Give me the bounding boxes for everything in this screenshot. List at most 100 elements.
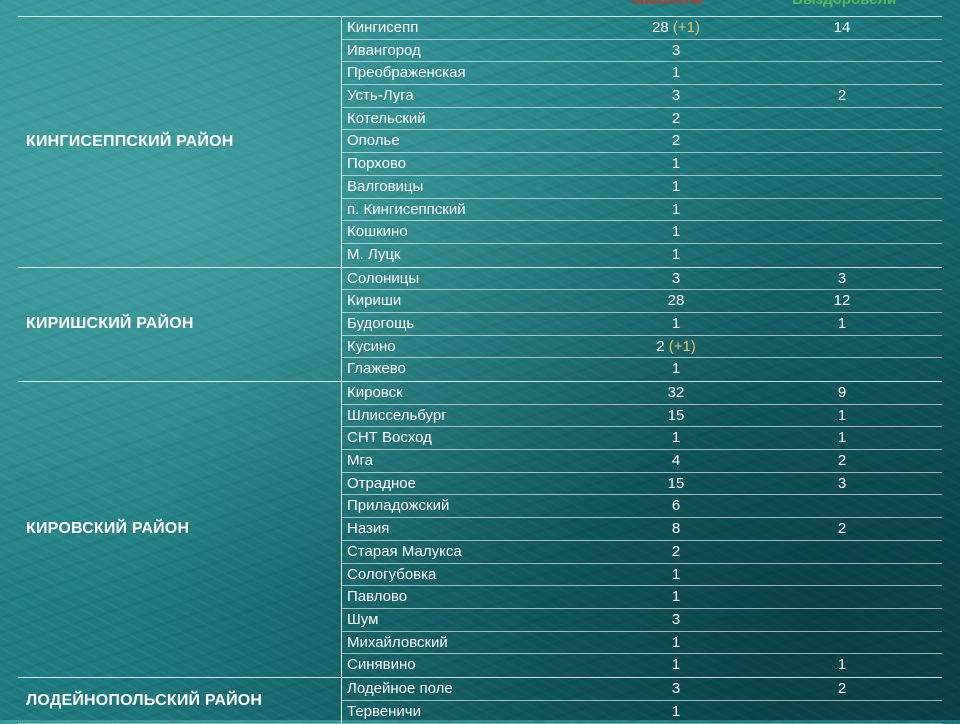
- sick-count: 1: [671, 702, 681, 720]
- table-row: Глажево 1: [342, 358, 942, 381]
- place-name: Приладожский: [347, 497, 450, 515]
- sick-count-cell: 3: [607, 268, 742, 290]
- table-row: Валговицы 1: [342, 176, 942, 199]
- recovered-count: [742, 564, 942, 586]
- recovered-count: [742, 130, 942, 152]
- sick-count-cell: 2: [607, 108, 742, 130]
- place-name: Кингисепп: [347, 19, 419, 36]
- sick-count: 28: [652, 19, 669, 36]
- table-row: Будогощь 1 1: [342, 313, 942, 336]
- recovered-count: 14: [833, 19, 851, 36]
- sick-count-cell: 1: [607, 221, 742, 243]
- recovered-count: 12: [833, 292, 851, 310]
- covid-cases-table: КИНГИСЕППСКИЙ РАЙОН Кингисепп 28 (+1) 14 Ива…: [18, 16, 942, 724]
- district-name: КИНГИСЕППСКИЙ РАЙОН: [26, 132, 234, 150]
- table-row: Усть-Луга 3 2: [342, 85, 942, 108]
- place-name: СНТ Восход: [347, 429, 432, 447]
- table-row: Кингисепп 28 (+1) 14: [342, 17, 942, 40]
- sick-count: 1: [671, 633, 681, 651]
- table-row: Кировск 32 9: [342, 382, 942, 405]
- recovered-count: 2: [837, 679, 847, 697]
- sick-count: 1: [671, 64, 681, 82]
- place-name: Котельский: [347, 109, 426, 127]
- table-row: М. Луцк 1: [342, 244, 942, 267]
- place-name: Синявино: [347, 656, 416, 674]
- table-row: Котельский 2: [342, 108, 942, 131]
- recovered-count: [742, 108, 942, 130]
- recovered-count: [742, 199, 942, 221]
- place-name: Преображенская: [347, 64, 466, 82]
- place-name: Порхово: [347, 155, 407, 173]
- sick-count: 3: [671, 87, 681, 105]
- table-row: Павлово 1: [342, 586, 942, 609]
- table-row: Шум 3: [342, 609, 942, 632]
- place-name: Ивангород: [347, 41, 421, 59]
- table-row: Ивангород 3: [342, 40, 942, 63]
- place-name: Шум: [347, 610, 379, 628]
- district-rows: Лодейное поле 3 2 Тервеничи 1: [341, 677, 942, 724]
- place-name: Кириши: [347, 292, 402, 310]
- place-name: Солоницы: [347, 269, 420, 287]
- place-name: Усть-Луга: [347, 87, 414, 105]
- sick-count-cell: 1: [607, 632, 742, 654]
- sick-count-cell: 1: [607, 427, 742, 449]
- table-row: п. Кингисеппский 1: [342, 199, 942, 222]
- sick-count-cell: 4: [607, 450, 742, 472]
- sick-count: 3: [671, 610, 681, 628]
- sick-count-cell: 1: [607, 654, 742, 677]
- sick-count-cell: 2: [607, 130, 742, 152]
- recovered-count: [742, 495, 942, 517]
- district-name: КИРОВСКИЙ РАЙОН: [26, 520, 190, 538]
- table-row: Синявино 1 1: [342, 654, 942, 677]
- sick-count: 2: [671, 542, 681, 560]
- recovered-count: [742, 336, 942, 358]
- recovered-count: [742, 586, 942, 608]
- sick-count-cell: 1: [607, 244, 742, 267]
- sick-count-cell: 1: [607, 176, 742, 198]
- recovered-count: [742, 609, 942, 631]
- table-row: Солоницы 3 3: [342, 268, 942, 291]
- sick-count: 8: [671, 520, 681, 538]
- table-row: Михайловский 1: [342, 632, 942, 655]
- sick-count-cell: 1: [607, 153, 742, 175]
- sick-count: 1: [671, 200, 681, 218]
- place-name: Кировск: [347, 384, 403, 401]
- sick-delta: (+1): [672, 19, 700, 36]
- recovered-count: [742, 62, 942, 84]
- sick-count: 28: [667, 292, 685, 310]
- recovered-count: [742, 221, 942, 243]
- table-row: Шлиссельбург 15 1: [342, 405, 942, 428]
- sick-count-cell: 1: [607, 199, 742, 221]
- table-row: Старая Малукса 2: [342, 541, 942, 564]
- sick-count: 2: [671, 109, 681, 127]
- table-row: Сологубовка 1: [342, 564, 942, 587]
- district-group: КИРИШСКИЙ РАЙОН Солоницы 3 3 Кириши 28 12 Будог…: [18, 267, 942, 382]
- table-row: Порхово 1: [342, 153, 942, 176]
- sick-count-cell: 8: [607, 518, 742, 540]
- sick-count: 1: [671, 245, 681, 263]
- recovered-count: 1: [837, 314, 847, 332]
- sick-count-cell: 28 (+1): [607, 17, 742, 39]
- table-row: Кошкино 1: [342, 221, 942, 244]
- header-recovered: Выздоровели: [792, 0, 896, 8]
- place-name: Тервеничи: [347, 702, 422, 720]
- sick-count: 1: [671, 314, 681, 332]
- sick-count: 15: [667, 474, 685, 492]
- sick-count: 1: [671, 360, 681, 378]
- recovered-count: 1: [837, 656, 847, 674]
- recovered-count: [742, 358, 942, 381]
- sick-count-cell: 28: [607, 290, 742, 312]
- table-row: Мга 4 2: [342, 450, 942, 473]
- sick-count-cell: 1: [607, 62, 742, 84]
- place-name: Мга: [347, 452, 373, 470]
- recovered-count: 3: [837, 269, 847, 287]
- table-row: Приладожский 6: [342, 495, 942, 519]
- place-name: Кусино: [347, 337, 396, 355]
- district-name: КИРИШСКИЙ РАЙОН: [26, 315, 194, 333]
- recovered-count: 2: [837, 87, 847, 105]
- sick-count: 3: [671, 41, 681, 59]
- place-name: п. Кингисеппский: [347, 200, 466, 218]
- recovered-count: 9: [837, 384, 847, 401]
- recovered-count: [742, 632, 942, 654]
- sick-delta: (+1): [668, 337, 696, 355]
